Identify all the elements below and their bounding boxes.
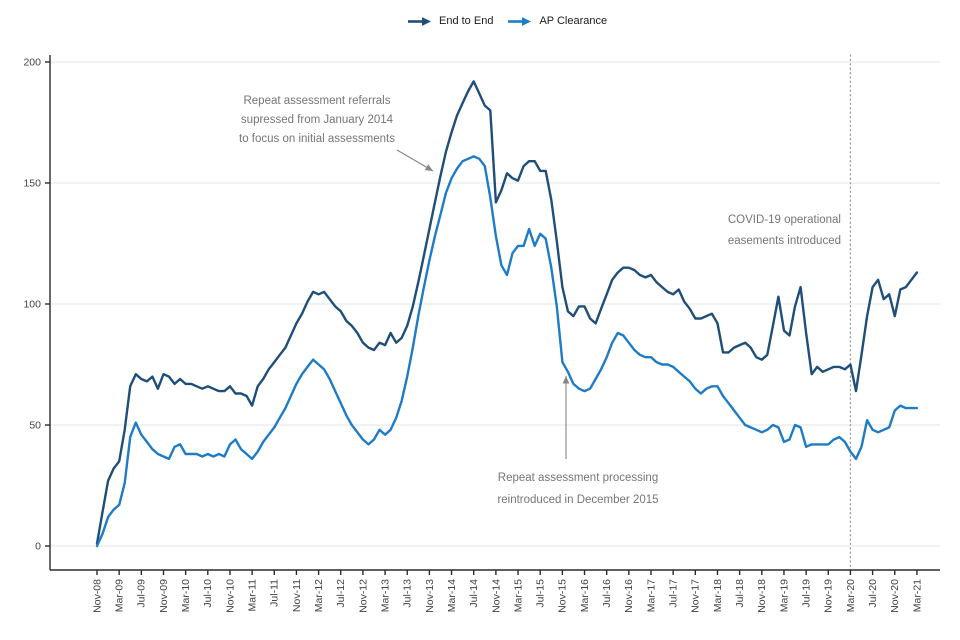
x-tick-label: Nov-14 [490, 579, 502, 613]
series-line-end-to-end [95, 80, 919, 545]
x-tick-label: Jul-14 [468, 579, 480, 608]
x-tick-label: Jul-09 [136, 579, 148, 608]
x-tick-label: Nov-18 [756, 579, 768, 613]
x-tick-label: Nov-10 [224, 579, 236, 613]
x-tick-label: Mar-19 [778, 579, 790, 612]
x-tick-label: Nov-12 [357, 579, 369, 613]
x-tick-label: Mar-15 [512, 579, 524, 612]
x-tick-label: Mar-13 [379, 579, 391, 612]
annotation-covid-easements: COVID-19 operational easements introduced [728, 214, 841, 247]
legend-label-ap-clearance: AP Clearance [539, 15, 608, 27]
x-tick-label: Mar-09 [114, 579, 126, 612]
x-tick-label: Mar-11 [246, 579, 258, 612]
x-tick-label: Jul-15 [535, 579, 547, 608]
x-tick-label: Mar-14 [446, 579, 458, 612]
x-tick-label: Jul-11 [269, 579, 281, 607]
legend-item-end-to-end: End to End [407, 15, 493, 27]
x-tick-label: Nov-15 [557, 579, 569, 613]
annotation-arrowhead [424, 164, 433, 171]
x-tick-label: Nov-20 [889, 579, 901, 613]
series-line-ap-clearance [95, 155, 919, 548]
x-tick-label: Jul-20 [867, 579, 879, 608]
y-tick-label: 200 [23, 56, 41, 68]
y-tick-label: 0 [35, 540, 41, 552]
x-tick-label: Jul-13 [402, 579, 414, 608]
x-tick-label: Jul-10 [202, 579, 214, 608]
x-tick-label: Jul-17 [668, 579, 680, 608]
x-tick-label: Mar-21 [911, 579, 923, 612]
y-tick-label: 150 [23, 177, 41, 189]
x-tick-label: Nov-19 [823, 579, 835, 613]
x-tick-label: Mar-18 [712, 579, 724, 612]
x-tick-label: Mar-16 [579, 579, 591, 612]
x-tick-label: Mar-12 [313, 579, 325, 612]
annotation-repeat-processing: Repeat assessment processing reintroduced… [497, 472, 658, 506]
y-tick-label: 100 [23, 298, 41, 310]
x-tick-label: Nov-16 [623, 579, 635, 613]
x-tick-label: Jul-16 [601, 579, 613, 608]
x-tick-label: Jul-12 [335, 579, 347, 608]
x-tick-label: Mar-10 [180, 579, 192, 612]
legend-label-end-to-end: End to End [439, 15, 494, 27]
x-tick-label: Nov-13 [424, 579, 436, 613]
x-tick-label: Mar-20 [845, 579, 857, 612]
x-tick-label: Nov-09 [158, 579, 170, 613]
x-tick-label: Nov-08 [91, 579, 103, 613]
annotation-arrowhead [562, 376, 570, 384]
x-tick-label: Jul-19 [800, 579, 812, 608]
legend: End to End AP Clearance [407, 15, 607, 27]
x-tick-label: Mar-17 [645, 579, 657, 612]
ap-clearance-arrow-icon [508, 16, 532, 26]
annotation-repeat-referrals: Repeat assessment referrals supressed fro… [239, 95, 395, 145]
legend-item-ap-clearance: AP Clearance [507, 15, 607, 27]
y-tick-label: 50 [29, 419, 41, 431]
x-tick-label: Jul-18 [734, 579, 746, 608]
x-tick-label: Nov-11 [291, 579, 303, 612]
end-to-end-arrow-icon [408, 16, 431, 26]
x-tick-label: Nov-17 [690, 579, 702, 613]
